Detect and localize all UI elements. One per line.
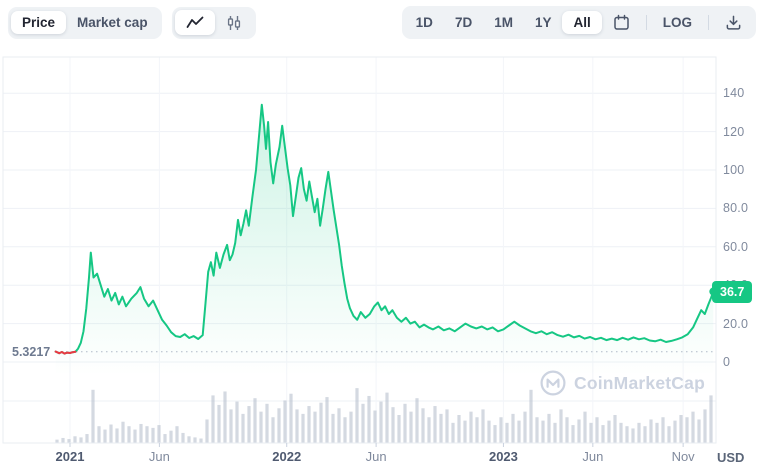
- chart-toolbar: Price Market cap 1D 7D 1M 1Y All LOG: [8, 6, 756, 39]
- start-price-label: 5.3217: [12, 345, 51, 359]
- candlestick-icon: [226, 15, 242, 31]
- current-price-badge: 36.7: [712, 281, 753, 303]
- line-chart-button[interactable]: [174, 10, 215, 35]
- y-axis-label: 140: [723, 86, 745, 101]
- candlestick-button[interactable]: [215, 10, 253, 36]
- toolbar-divider: [708, 15, 709, 30]
- y-axis-label: 20.0: [723, 316, 749, 331]
- calendar-icon: [613, 14, 630, 31]
- x-axis-label: Jun: [582, 449, 604, 464]
- toolbar-left: Price Market cap: [8, 6, 256, 39]
- y-axis-label: 60.0: [723, 239, 749, 254]
- x-axis-label: 2023: [488, 449, 518, 464]
- start-segment-red: [54, 350, 77, 355]
- market-cap-button[interactable]: Market cap: [66, 11, 159, 35]
- x-axis-label: 2022: [272, 449, 302, 464]
- download-button[interactable]: [714, 9, 753, 36]
- download-icon: [725, 14, 742, 31]
- x-axis-label: 2021: [55, 449, 85, 464]
- y-axis-label: 100: [723, 163, 745, 177]
- range-1y-button[interactable]: 1Y: [524, 11, 563, 35]
- volume-bars: [55, 388, 713, 443]
- price-button[interactable]: Price: [11, 10, 67, 35]
- log-scale-button[interactable]: LOG: [652, 11, 703, 35]
- watermark-text: CoinMarketCap: [574, 372, 705, 393]
- y-axis-label: 120: [723, 124, 745, 139]
- range-7d-button[interactable]: 7D: [444, 11, 483, 35]
- x-axis-label: Jun: [365, 449, 387, 464]
- plot-border: [2, 56, 717, 444]
- axis-unit-label: USD: [717, 450, 745, 465]
- range-all-button[interactable]: All: [562, 10, 602, 35]
- price-line: [54, 103, 715, 376]
- toolbar-divider: [645, 15, 647, 30]
- line-chart-icon: [186, 15, 204, 30]
- range-1d-button[interactable]: 1D: [405, 11, 444, 35]
- x-axis-label: Jun: [148, 449, 170, 464]
- y-axis-label: 0: [723, 355, 731, 369]
- chart-type-toggle: [171, 6, 256, 39]
- x-axis-label: Nov: [671, 449, 695, 464]
- range-toolbar: 1D 7D 1M 1Y All LOG: [401, 6, 756, 39]
- range-1m-button[interactable]: 1M: [483, 11, 524, 35]
- watermark: CoinMarketCap: [540, 370, 705, 396]
- x-axis-ticks: [69, 443, 684, 447]
- view-toggle: Price Market cap: [8, 6, 162, 39]
- calendar-button[interactable]: [602, 9, 641, 36]
- coinmarketcap-logo-icon: [540, 370, 566, 396]
- y-axis-label: 80.0: [723, 201, 749, 216]
